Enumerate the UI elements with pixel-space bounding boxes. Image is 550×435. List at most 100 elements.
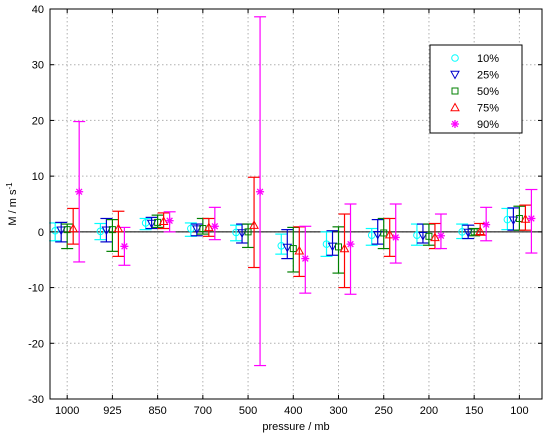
error-bar (139, 217, 152, 231)
plot-frame (49, 8, 543, 400)
marker-star-stroke (437, 232, 445, 240)
marker-star-stroke (256, 188, 264, 196)
x-ticks: 1000 925 850 700 500 400 300 250 200 150 100 (55, 9, 529, 417)
data-point (249, 220, 259, 229)
error-bar (344, 203, 357, 295)
marker-star-stroke (121, 243, 128, 250)
data-point (301, 254, 310, 263)
error-bar (422, 223, 435, 246)
data-point (335, 243, 343, 251)
data-point (191, 225, 202, 235)
data-point (237, 229, 247, 239)
y-tick-label: 10 (32, 171, 44, 183)
x-tick-label: 150 (465, 405, 483, 417)
data-point (327, 242, 338, 252)
legend-entry-label: 90% (477, 119, 499, 131)
data-point (367, 231, 376, 239)
data-point (244, 228, 252, 236)
data-point (430, 232, 440, 242)
legend-entry-label: 25% (477, 70, 499, 82)
data-point (339, 243, 350, 253)
legend-entry-label: 10% (477, 53, 499, 65)
data-point (282, 243, 293, 253)
x-tick-label: 300 (329, 405, 347, 417)
error-bar (112, 210, 125, 257)
data-point (203, 222, 214, 232)
data-point (68, 223, 79, 233)
data-point (289, 245, 297, 253)
error-bar (519, 204, 532, 231)
y-tick-label: 20 (32, 115, 44, 127)
data-point (380, 229, 388, 237)
data-point (256, 187, 265, 196)
legend-marker (450, 102, 460, 112)
legend-marker (451, 54, 459, 62)
x-tick-label: 500 (239, 405, 257, 417)
data-point (96, 227, 105, 236)
x-tick-label: 200 (420, 405, 438, 417)
error-bar (248, 176, 261, 269)
markers (51, 187, 536, 263)
y-axis-label-main: M / m s (7, 189, 19, 226)
legend-entry-label: 50% (477, 86, 499, 98)
y-axis-label-exponent: -1 (5, 182, 14, 190)
marker-star-stroke (75, 188, 83, 196)
x-axis-label: pressure / mb (262, 421, 329, 433)
data-point (165, 216, 174, 225)
x-tick-label: 250 (375, 405, 393, 417)
data-point (56, 226, 67, 236)
data-point (463, 228, 474, 238)
error-bar (236, 223, 249, 244)
error-bar (320, 231, 333, 257)
y-tick-label: 0 (38, 227, 44, 239)
x-tick-label: 850 (148, 405, 166, 417)
data-point (384, 229, 395, 239)
data-point (120, 242, 129, 251)
x-tick-label: 400 (284, 405, 302, 417)
error-bar (230, 224, 243, 242)
x-tick-label: 700 (194, 405, 212, 417)
error-bar (275, 233, 288, 255)
y-tick-label: -10 (28, 283, 44, 295)
data-point (527, 214, 536, 223)
error-bar (202, 217, 215, 237)
x-tick-label: 925 (103, 405, 121, 417)
legend-marker (450, 70, 460, 80)
y-ticks: -30 -20 -10 0 10 20 30 40 (28, 4, 542, 406)
legend: 10% 25% 50% 75% 90% (429, 44, 523, 134)
data-point (475, 226, 486, 235)
error-bar (100, 217, 113, 243)
error-bar (157, 212, 170, 230)
data-point (391, 233, 400, 242)
data-point (51, 226, 59, 235)
data-point (425, 232, 433, 240)
data-point (436, 231, 445, 240)
error-bar (434, 213, 447, 250)
error-bar (106, 219, 119, 252)
error-bar (242, 223, 255, 249)
marker-star-stroke (392, 234, 400, 241)
data-point (101, 226, 112, 236)
y-tick-label: 40 (32, 4, 44, 16)
marker-star-stroke (451, 120, 459, 128)
data-point (508, 216, 519, 226)
x-tick-label: 1000 (55, 405, 79, 417)
error-bar (67, 207, 80, 245)
legend-entry-label: 75% (477, 103, 499, 115)
y-tick-label: 30 (32, 60, 44, 72)
data-point (515, 214, 523, 222)
marker-star-stroke (211, 222, 219, 230)
legend-marker (451, 120, 459, 128)
error-bar (55, 221, 68, 243)
marker-star-stroke (347, 240, 354, 248)
error-bar (410, 223, 423, 246)
marker-star-stroke (528, 215, 535, 222)
data-point (418, 232, 428, 241)
marker-star-stroke (166, 217, 173, 225)
data-point (322, 240, 331, 248)
data-point (372, 230, 383, 240)
error-bar (507, 207, 520, 231)
error-bar (338, 213, 351, 289)
data-point (210, 222, 219, 231)
